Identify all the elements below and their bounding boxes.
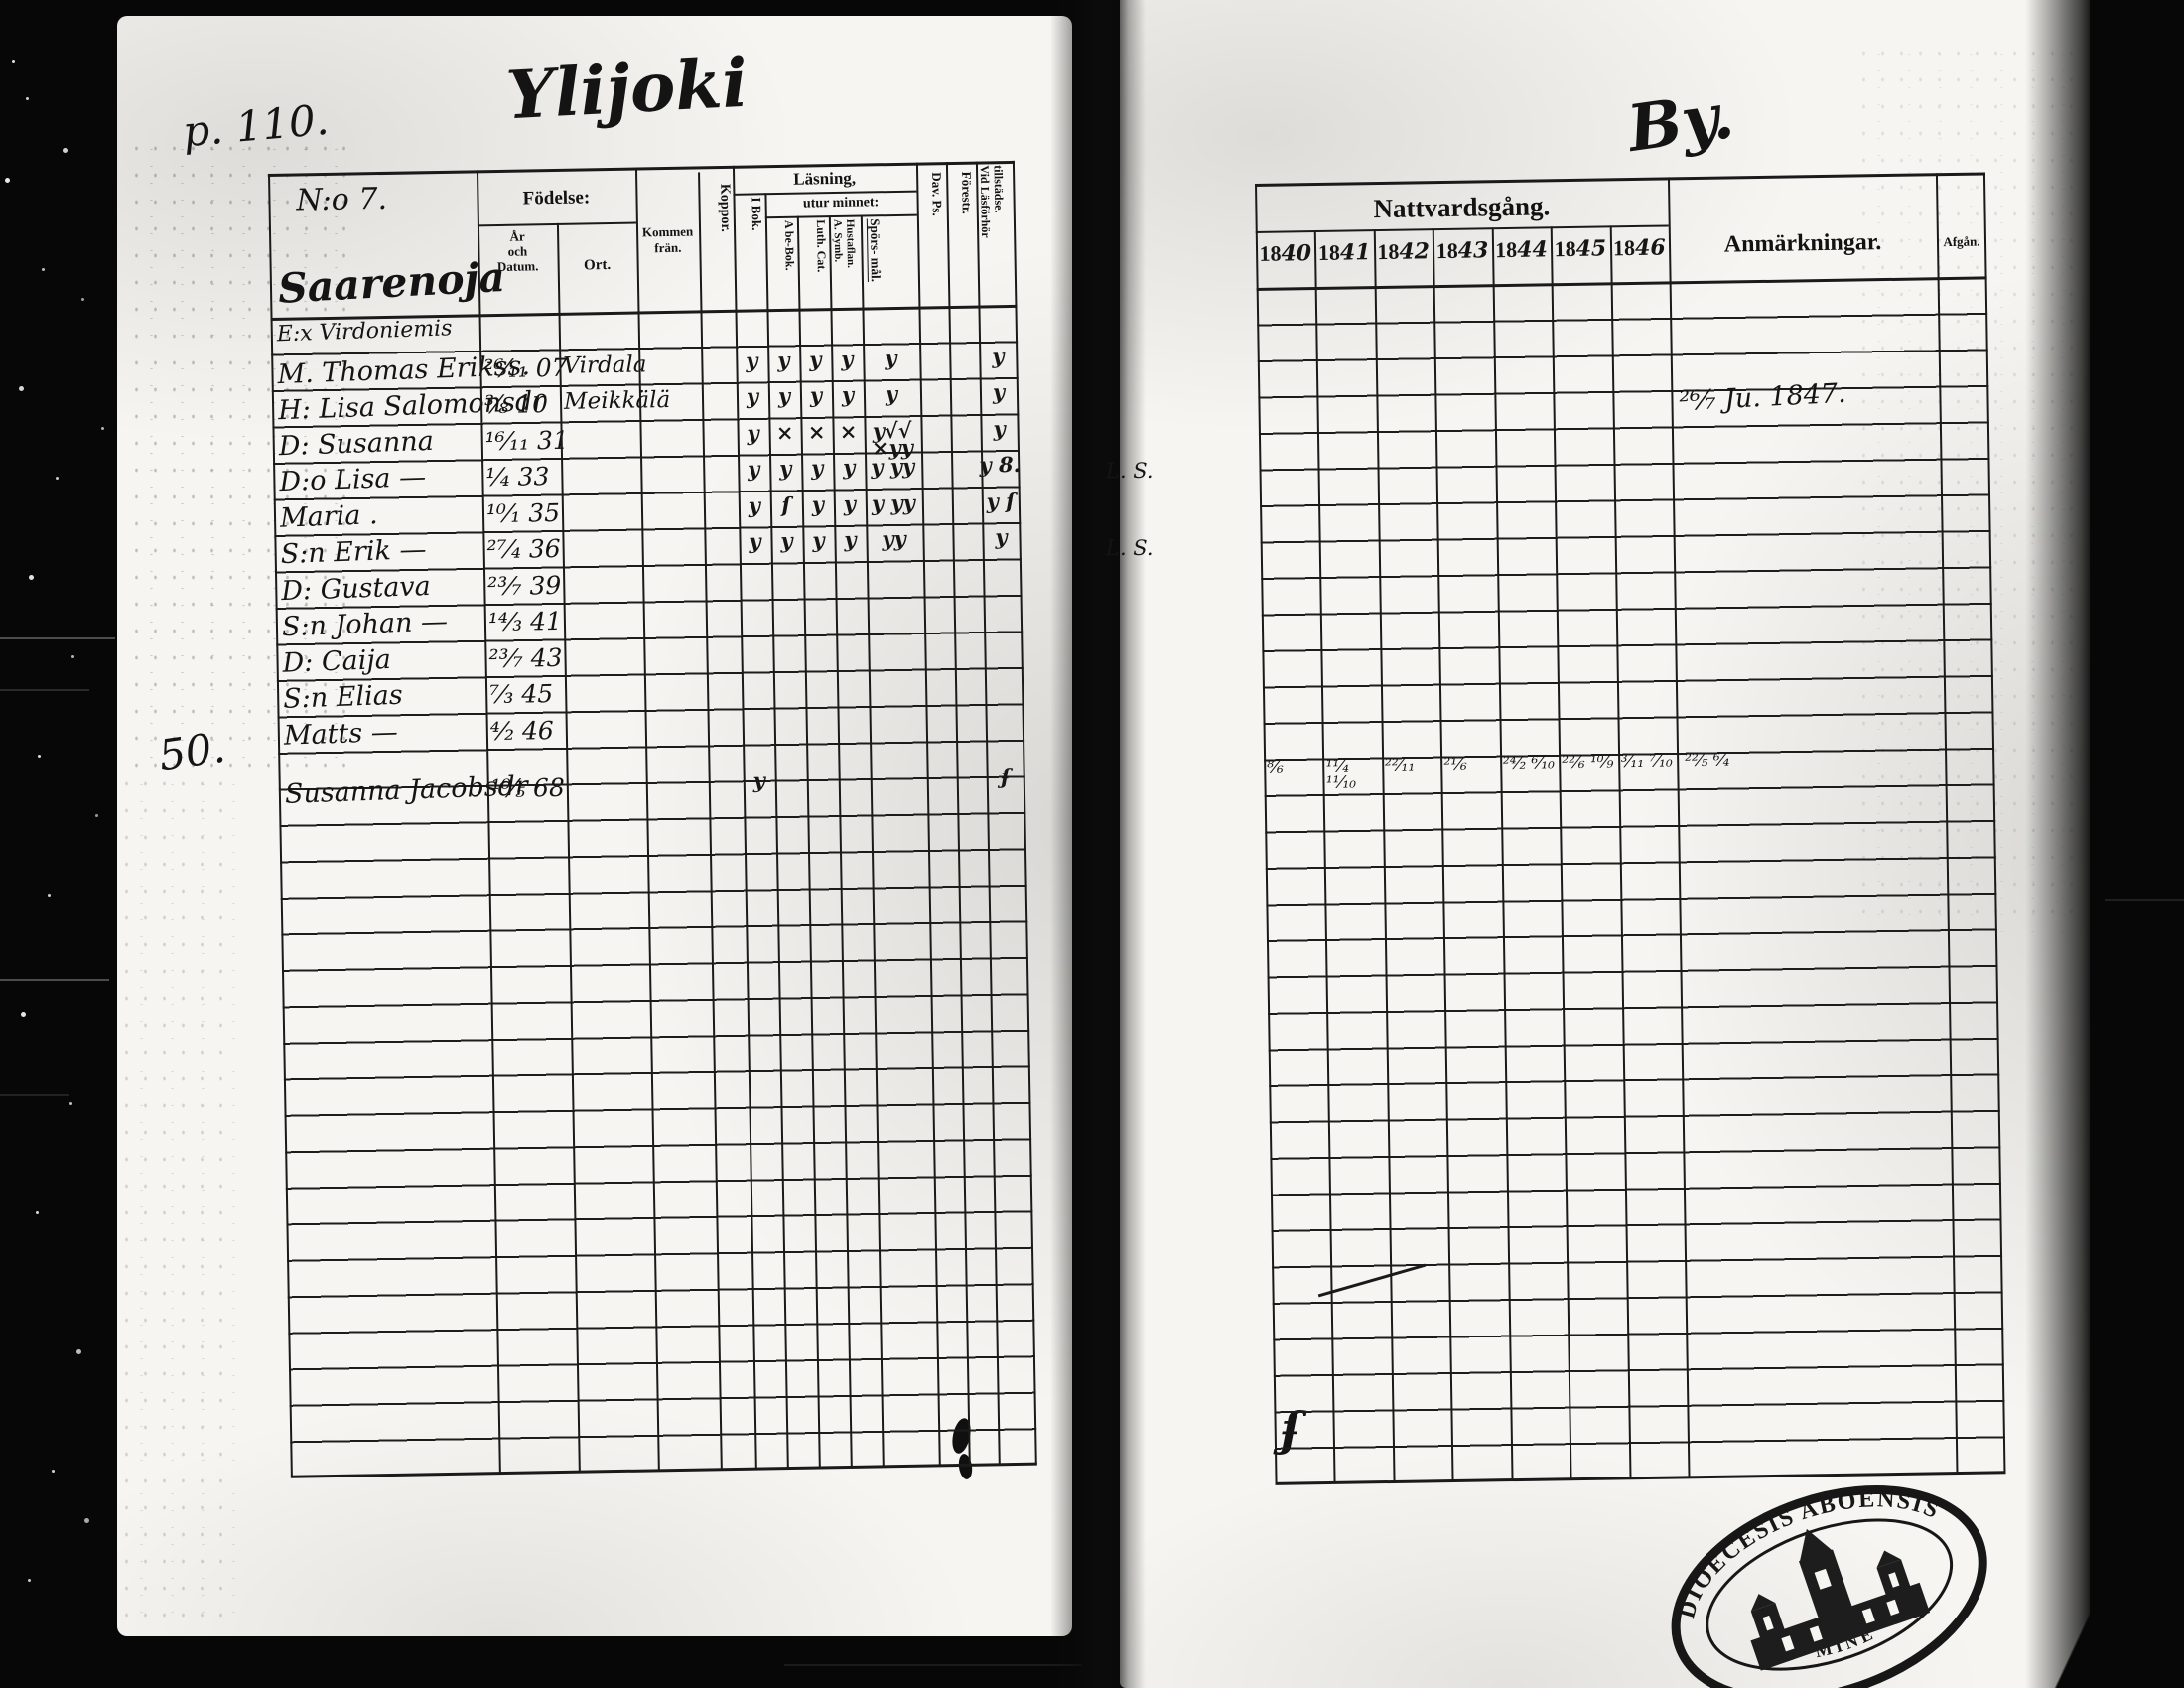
page-fold-shadow bbox=[1050, 0, 1146, 1688]
birth-date: ¹⁄₄ 33 bbox=[485, 462, 550, 492]
year-header: 1846 bbox=[1612, 234, 1666, 261]
header-abe-bok: A be-Bok. bbox=[781, 219, 797, 271]
header-koppor: Koppor. bbox=[717, 183, 734, 232]
header-vid-lasforhor: Vid Läsförhör tillstädse. bbox=[977, 165, 1007, 238]
birth-date: ⁴⁄₂ 46 bbox=[489, 715, 555, 746]
birth-date: ²⁶⁄₁₁ 07 bbox=[483, 352, 568, 383]
person-name: D: Susanna bbox=[278, 425, 435, 462]
communion-date: ⁸⁄₆ bbox=[1267, 757, 1284, 777]
year-header: 1845 bbox=[1554, 235, 1607, 262]
header-fodelse: Födelse: bbox=[522, 187, 591, 210]
birth-date: ¹⁰⁄₅ 68 bbox=[490, 773, 566, 804]
paper-noise bbox=[117, 771, 236, 1624]
birth-date: ⁷⁄₃ 45 bbox=[488, 679, 554, 710]
film-speckles-left bbox=[12, 60, 15, 63]
reading-mark: y bbox=[884, 345, 897, 370]
reading-mark: y yy bbox=[871, 453, 915, 480]
reading-mark: yy bbox=[882, 525, 906, 552]
header-i-bok: I Bok. bbox=[749, 197, 765, 231]
reading-mark: y√√ ×yy bbox=[871, 417, 914, 460]
folio-number: p. 110. bbox=[181, 94, 331, 157]
communion-date: ¹¹⁄₄ ¹¹⁄₁₀ bbox=[1325, 756, 1357, 793]
header-sporsmal: Spörs- mål. bbox=[867, 218, 884, 283]
header-afgan: Afgån. bbox=[1943, 233, 1980, 250]
header-nattvardsgang: Nattvardsgång. bbox=[1373, 190, 1551, 223]
reading-mark: y bbox=[885, 380, 898, 407]
person-name: D:o Lisa — bbox=[278, 461, 427, 498]
seal-outer-ring bbox=[1671, 1485, 1987, 1688]
person-name: Maria . bbox=[279, 498, 379, 534]
header-utur-minnet: utur minnet: bbox=[802, 195, 880, 211]
communion-date: ²¹⁄₆ bbox=[1443, 754, 1467, 775]
birth-date: ²³⁄₇ 43 bbox=[488, 642, 563, 673]
margin-number: 50. bbox=[155, 722, 228, 780]
row-grid bbox=[1256, 278, 2006, 1482]
cathedral-icon bbox=[1750, 1528, 1931, 1671]
communion-date: ²²⁄₁₁ bbox=[1384, 755, 1416, 776]
header-anmarkningar: Anmärkningar. bbox=[1723, 228, 1882, 258]
reading-mark: y bbox=[752, 768, 766, 793]
right-page-title: By. bbox=[1623, 77, 1738, 168]
film-scratch bbox=[2105, 899, 2184, 901]
year-header: 1844 bbox=[1494, 236, 1549, 263]
birth-date: ²⁷⁄₄ 36 bbox=[486, 533, 561, 565]
household-number: N:o 7. bbox=[296, 181, 388, 218]
header-luth-cat: Luth. Cat. bbox=[813, 219, 829, 273]
dioecesis-aboensis-seal: DIOECESIS ABOENSIS MINE bbox=[1636, 1442, 2023, 1688]
person-name: Matts — bbox=[283, 716, 399, 752]
communion-date: ²²⁄₅ ⁶⁄₄ bbox=[1685, 750, 1730, 772]
village-title: Ylijoki bbox=[504, 43, 751, 136]
reading-mark: y yy bbox=[871, 490, 916, 515]
film-edge-shadow bbox=[2025, 0, 2095, 1688]
header-dav-ps: Dav. Ps. bbox=[929, 172, 945, 216]
header-ort: Ort. bbox=[583, 256, 612, 273]
film-scratch bbox=[0, 1094, 69, 1096]
year-header: 1840 bbox=[1259, 240, 1312, 267]
birth-date: ³⁄₈ 10 bbox=[483, 389, 549, 420]
film-corner bbox=[2045, 1479, 2184, 1688]
film-scratch bbox=[0, 637, 115, 639]
farm-name: Saarenoja bbox=[276, 252, 507, 313]
year-header: 1843 bbox=[1435, 237, 1489, 264]
film-scratch bbox=[784, 1664, 1082, 1666]
gutter-note: L. S. bbox=[1106, 459, 1154, 483]
birth-date: ²³⁄₇ 39 bbox=[487, 570, 562, 601]
person-name: D: Gustava bbox=[280, 570, 432, 607]
person-name: S:n Johan — bbox=[281, 606, 449, 643]
header-forestr: Förestr. bbox=[959, 171, 975, 214]
year-header: 1842 bbox=[1377, 238, 1431, 265]
birth-date: ¹⁶⁄₁₁ 31 bbox=[484, 425, 570, 456]
person-name: S:n Elias bbox=[282, 679, 404, 715]
household-examination-table: Födelse: År och Datum. Ort. Kommen frän. Ko… bbox=[268, 160, 1037, 1478]
person-name: D: Caija bbox=[282, 643, 392, 679]
communion-date: ²⁴⁄₂ ⁶⁄₁₀ bbox=[1502, 753, 1556, 774]
communion-date: ²²⁄₆ ¹⁰⁄₉ bbox=[1562, 752, 1614, 774]
communion-date: ³⁄₁₁ ⁷⁄₁₀ bbox=[1620, 751, 1673, 773]
gutter-note: L. S. bbox=[1106, 536, 1154, 560]
table-border-top bbox=[1255, 172, 1985, 187]
header-symb-hustaflan: A. Symb. Hustaflan. bbox=[831, 218, 858, 269]
birth-place: Virdala bbox=[563, 351, 647, 379]
left-page: p. 110. Ylijoki 50. Födelse: År och Datum.… bbox=[117, 16, 1072, 1636]
header-lasning: Läsning, bbox=[793, 168, 857, 189]
film-scratch bbox=[0, 689, 89, 691]
birth-date: ¹⁴⁄₃ 41 bbox=[487, 606, 563, 637]
year-header: 1841 bbox=[1317, 239, 1371, 266]
right-page: By. ʄ Nattvardsgång. Anmärkningar. Afgån… bbox=[1120, 0, 2090, 1688]
birth-place: Meikkälä bbox=[563, 386, 671, 415]
communion-table: Nattvardsgång. Anmärkningar. Afgån. 1840… bbox=[1255, 172, 2006, 1485]
film-scratch bbox=[0, 979, 109, 981]
person-name: S:n Erik — bbox=[280, 534, 427, 571]
birth-date: ¹⁰⁄₁ 35 bbox=[485, 497, 561, 528]
header-kommen-fran: Kommen frän. bbox=[641, 223, 694, 256]
